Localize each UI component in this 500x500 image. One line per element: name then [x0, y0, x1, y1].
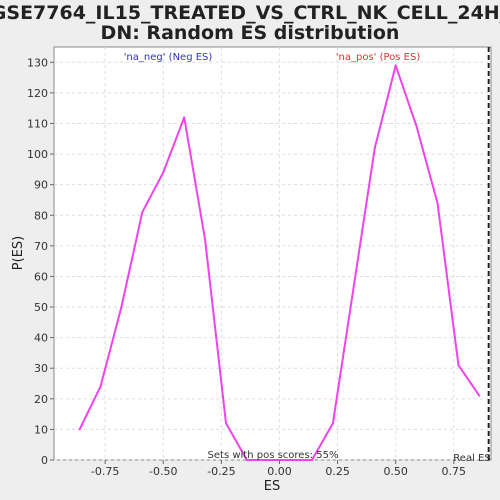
series-point [99, 385, 102, 388]
chart-title-line-2: DN: Random ES distribution [101, 22, 400, 44]
series-point [266, 459, 269, 461]
real-es-label: Real ES [453, 453, 490, 464]
y-tick-label: 10 [34, 423, 48, 436]
x-tick-label: 0.75 [442, 465, 467, 478]
chart-title-line-1: GSE7764_IL15_TREATED_VS_CTRL_NK_CELL_24H… [0, 2, 500, 24]
grid-lines [54, 47, 491, 461]
x-axis-label: ES [264, 479, 280, 494]
series-point [78, 428, 81, 431]
y-tick-label: 80 [34, 209, 48, 222]
series-point [287, 459, 290, 461]
x-tick-label: 0.50 [383, 465, 408, 478]
pos-score-annotation: Sets with pos scores: 55% [208, 450, 339, 461]
series-point [331, 422, 334, 425]
y-tick-label: 60 [34, 270, 48, 283]
series-point [120, 306, 123, 309]
plot-area [53, 46, 492, 461]
y-tick-label: 40 [34, 332, 48, 345]
series-point [311, 459, 314, 461]
series-point [415, 125, 418, 128]
y-tick-label: 130 [27, 56, 48, 69]
series-point [183, 116, 186, 119]
series-point [478, 394, 481, 397]
y-tick-label: 20 [34, 393, 48, 406]
x-tick-label: -0.50 [149, 465, 177, 478]
series-point [225, 422, 228, 425]
legend-neg: 'na_neg' (Neg ES) [124, 52, 213, 63]
series-line [78, 64, 481, 461]
series-point [436, 202, 439, 205]
y-tick-label: 100 [27, 148, 48, 161]
series-point [245, 459, 248, 461]
x-tick-label: 0.25 [325, 465, 350, 478]
y-axis-label: P(ES) [11, 236, 26, 270]
y-tick-label: 120 [27, 87, 48, 100]
series-point [204, 238, 207, 241]
series-point [162, 171, 165, 174]
legend-pos: 'na_pos' (Pos ES) [336, 52, 421, 63]
axis-ticks: 0 10 20 30 40 50 60 70 80 90 100 110 120 130 -0.75 -0.5… [27, 56, 466, 478]
x-tick-label: 0.00 [267, 465, 292, 478]
series-point [352, 284, 355, 287]
y-tick-label: 30 [34, 362, 48, 375]
series-point [394, 64, 397, 67]
y-tick-label: 0 [41, 454, 48, 467]
series-point [457, 364, 460, 367]
x-tick-label: -0.25 [207, 465, 235, 478]
series-point [373, 146, 376, 149]
series-point [141, 211, 144, 214]
x-tick-label: -0.75 [91, 465, 119, 478]
y-tick-label: 90 [34, 179, 48, 192]
y-tick-label: 50 [34, 301, 48, 314]
series-lines [78, 64, 481, 461]
y-tick-label: 70 [34, 240, 48, 253]
y-tick-label: 110 [27, 117, 48, 130]
